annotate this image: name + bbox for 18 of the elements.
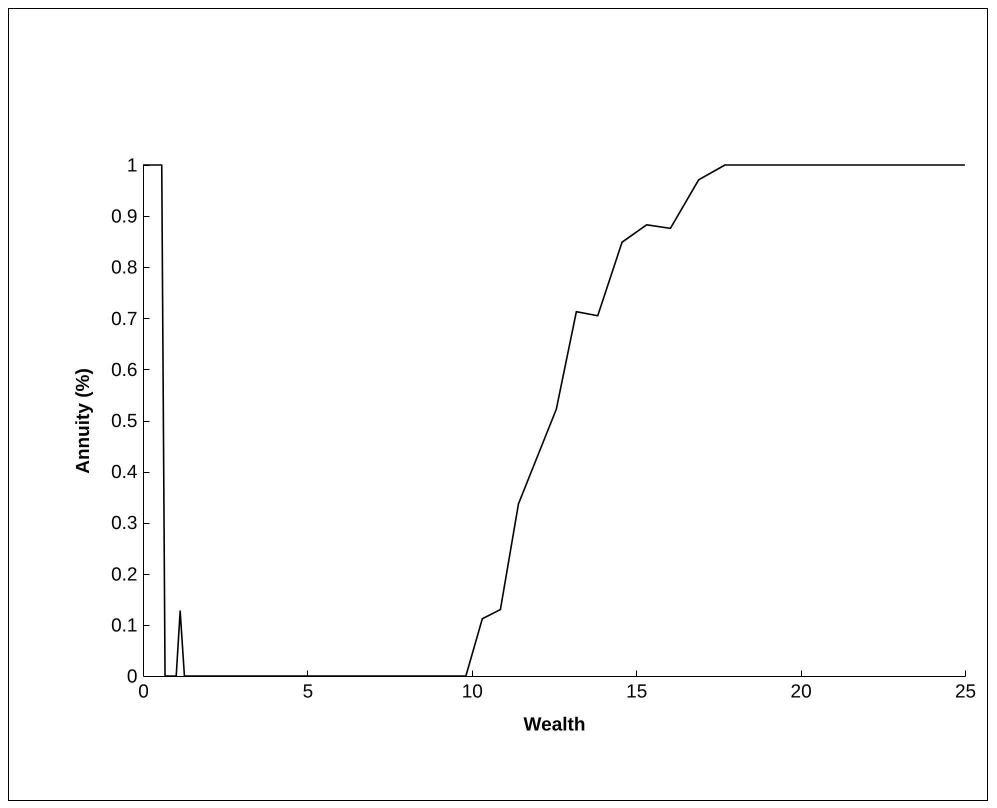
y-tick-label: 1 [126,156,138,176]
y-tick-label: 0.9 [111,206,138,228]
y-axis-title: Annuity (%) [73,368,94,474]
x-axis-title: Wealth [524,714,586,736]
x-tick-label: 15 [626,682,648,702]
x-tick-label: 25 [954,682,976,702]
x-tick-label: 20 [790,682,812,702]
y-tick-label: 0.4 [111,462,138,484]
y-tick-label: 0.1 [111,615,138,636]
x-tick-label: 5 [302,682,314,702]
y-tick-label: 0.3 [111,513,138,534]
x-tick-label: 10 [462,682,483,702]
y-tick-label: 0.2 [111,564,138,586]
y-tick-label: 0 [126,666,138,688]
y-tick-label: 0.8 [111,258,138,279]
y-tick-label: 0.6 [111,360,138,381]
y-tick-label: 0.5 [111,411,138,432]
y-tick-label: 0.7 [111,308,138,330]
